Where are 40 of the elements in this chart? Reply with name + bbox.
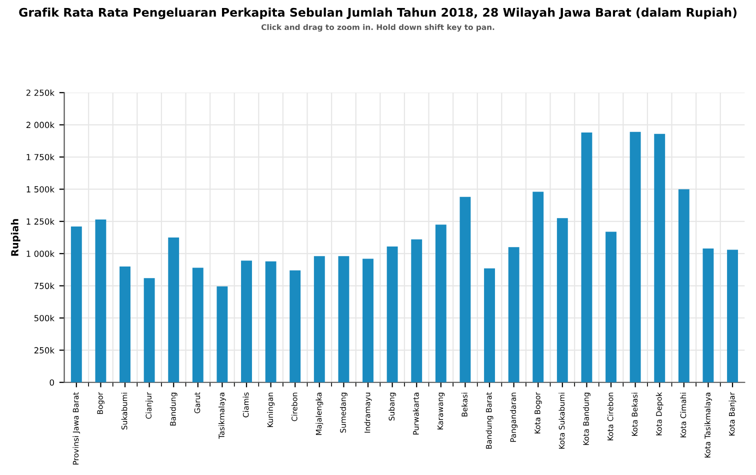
bar — [192, 268, 204, 382]
y-tick-label: 500k — [34, 314, 55, 322]
bar — [702, 248, 714, 382]
bar — [265, 261, 276, 382]
bar — [630, 132, 641, 382]
y-tick-label: 1 250k — [26, 218, 55, 225]
bar — [678, 189, 690, 382]
bar — [216, 286, 228, 382]
bar — [168, 238, 180, 382]
bar — [411, 239, 422, 382]
bar — [727, 250, 738, 382]
bar — [435, 224, 446, 382]
bar — [290, 270, 301, 382]
bar — [95, 219, 106, 382]
bar — [556, 218, 568, 382]
y-tick-label: 2 250k — [26, 89, 55, 96]
bar — [508, 247, 520, 382]
bar — [606, 232, 616, 382]
bar — [460, 196, 471, 382]
bar — [362, 258, 374, 382]
bar — [120, 266, 130, 382]
y-tick-label: 1 000k — [26, 250, 55, 257]
bar — [386, 246, 398, 382]
bar — [532, 192, 544, 382]
bar — [484, 268, 495, 382]
bar — [314, 256, 325, 382]
y-tick-label: 750k — [34, 282, 55, 290]
y-tick-label: 250k — [34, 347, 55, 354]
y-tick-label: 2 000k — [26, 122, 55, 128]
y-tick-label: 1 500k — [26, 186, 55, 192]
bar — [241, 260, 252, 382]
y-tick-label: 1 750k — [26, 154, 55, 160]
y-axis-title: Rupiah — [10, 219, 20, 256]
chart-title: Grafik Rata Rata Pengeluaran Perkapita Sebulan Jumlah Tahun 2018, 28 Wilayah Jawa Barat (dalam Rupiah) — [19, 8, 736, 20]
y-tick-label: 0 — [50, 379, 54, 386]
bar — [338, 256, 350, 382]
bar — [144, 278, 155, 382]
bar — [654, 134, 666, 382]
bar — [70, 226, 82, 382]
bar — [581, 132, 592, 382]
